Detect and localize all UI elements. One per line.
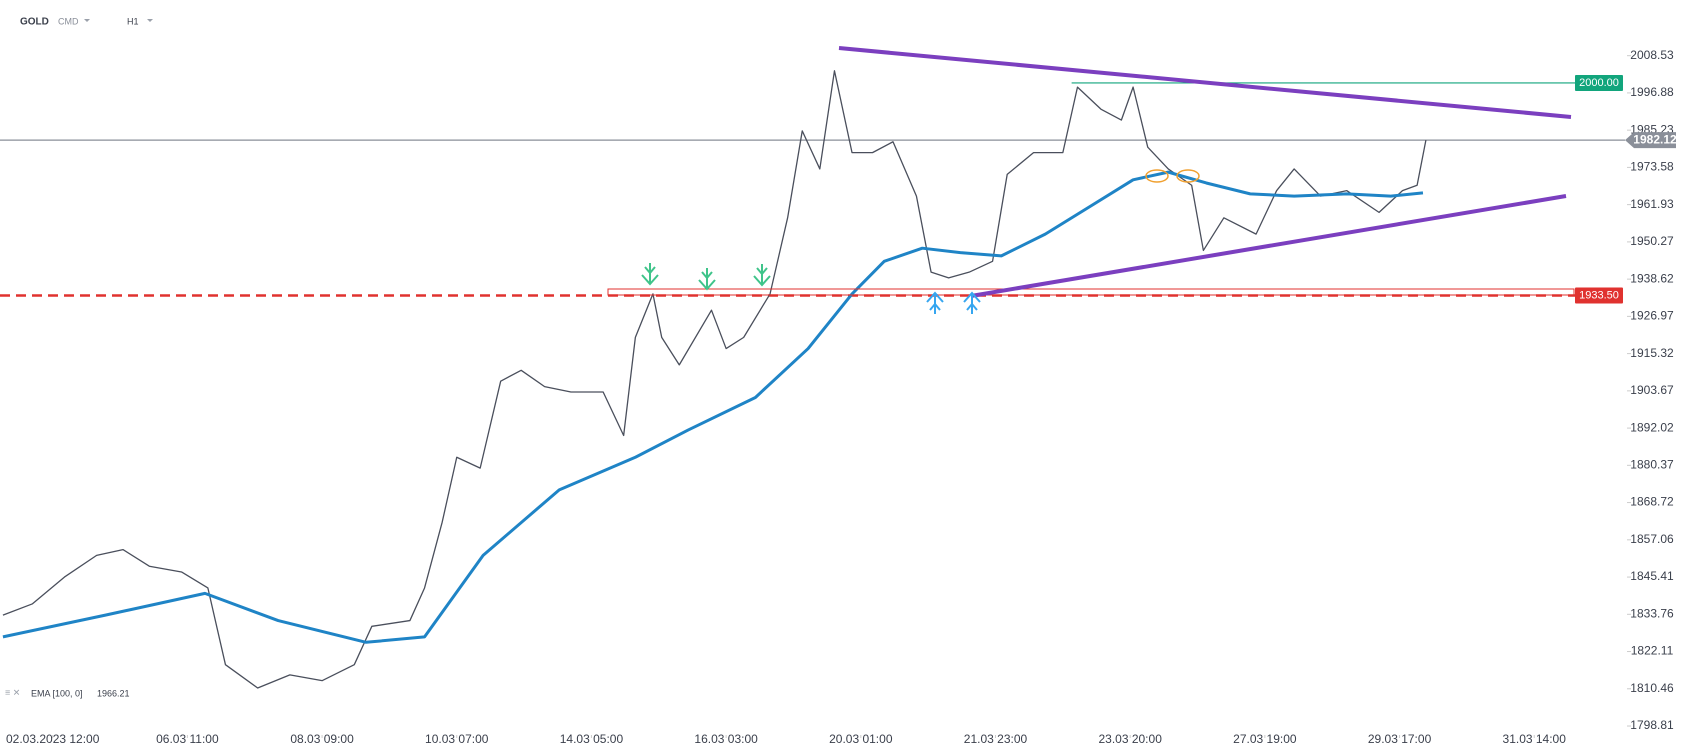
y-tick-label: 1857.06 — [1630, 532, 1674, 546]
x-tick-label: 23.03 20:00 — [1098, 732, 1162, 746]
support-zone — [607, 288, 1575, 296]
price-label: 1982.12 — [1633, 132, 1677, 146]
plot-area — [0, 70, 1625, 689]
x-tick-label: 16.03 03:00 — [694, 732, 758, 746]
y-tick-label: 1996.88 — [1630, 85, 1674, 99]
level-label-box — [1575, 74, 1623, 91]
dropdown-icon[interactable] — [84, 19, 90, 22]
y-tick-label: 1845.41 — [1630, 569, 1674, 583]
dropdown-icon[interactable] — [147, 19, 153, 22]
x-tick-label: 08.03 09:00 — [290, 732, 354, 746]
y-tick-label: 1892.02 — [1630, 420, 1674, 434]
y-tick-label: 1950.27 — [1630, 234, 1674, 248]
y-tick-label: 1798.81 — [1630, 718, 1674, 732]
y-tick-label: 1903.67 — [1630, 383, 1674, 397]
level-label: 1933.50 — [1579, 289, 1619, 301]
y-tick-label: 1926.97 — [1630, 309, 1674, 323]
y-tick-label: 2008.53 — [1630, 48, 1674, 62]
ema-line — [2, 170, 1424, 644]
y-tick-label: 1868.72 — [1630, 495, 1674, 509]
symbol[interactable]: GOLD — [20, 17, 49, 28]
x-tick-label: 29.03 17:00 — [1368, 732, 1432, 746]
x-tick-label: 20.03 01:00 — [829, 732, 893, 746]
y-tick-label: 1833.76 — [1630, 606, 1674, 620]
legend-value: 1966.21 — [97, 688, 130, 698]
market: CMD — [58, 16, 79, 26]
trendline — [970, 194, 1567, 298]
level-label: 2000.00 — [1579, 77, 1619, 89]
highlight — [1145, 169, 1169, 183]
legend-entry: EMA [100, 0] — [31, 688, 83, 698]
highlight — [1176, 169, 1200, 183]
interval[interactable]: H1 — [127, 16, 139, 26]
down-arrows — [641, 263, 771, 291]
y-tick-label: 1961.93 — [1630, 197, 1674, 211]
legend-icon: ≡ ✕ — [5, 687, 20, 697]
up-arrows — [926, 291, 981, 314]
y-tick-label: 1938.62 — [1630, 271, 1674, 285]
y-tick-label: 1915.32 — [1630, 346, 1674, 360]
level-label-box — [1575, 287, 1623, 304]
trendline — [838, 46, 1572, 119]
x-tick-label: 10.03 07:00 — [425, 732, 489, 746]
x-tick-label: 06.03 11:00 — [156, 732, 219, 746]
x-tick-label: 31.03 14:00 — [1503, 732, 1567, 746]
price-label-box — [1625, 132, 1676, 149]
price-line — [2, 70, 1427, 689]
y-tick-label: 1822.11 — [1631, 644, 1674, 658]
y-tick-label: 1810.46 — [1630, 681, 1674, 695]
x-tick-label: 21.03 23:00 — [964, 732, 1028, 746]
x-tick-label: 27.03 19:00 — [1233, 732, 1297, 746]
y-tick-label: 1880.37 — [1630, 457, 1674, 471]
x-tick-label: 14.03 05:00 — [560, 732, 624, 746]
x-tick-label: 02.03.2023 12:00 — [6, 732, 100, 746]
y-tick-label: 1973.58 — [1630, 160, 1674, 174]
